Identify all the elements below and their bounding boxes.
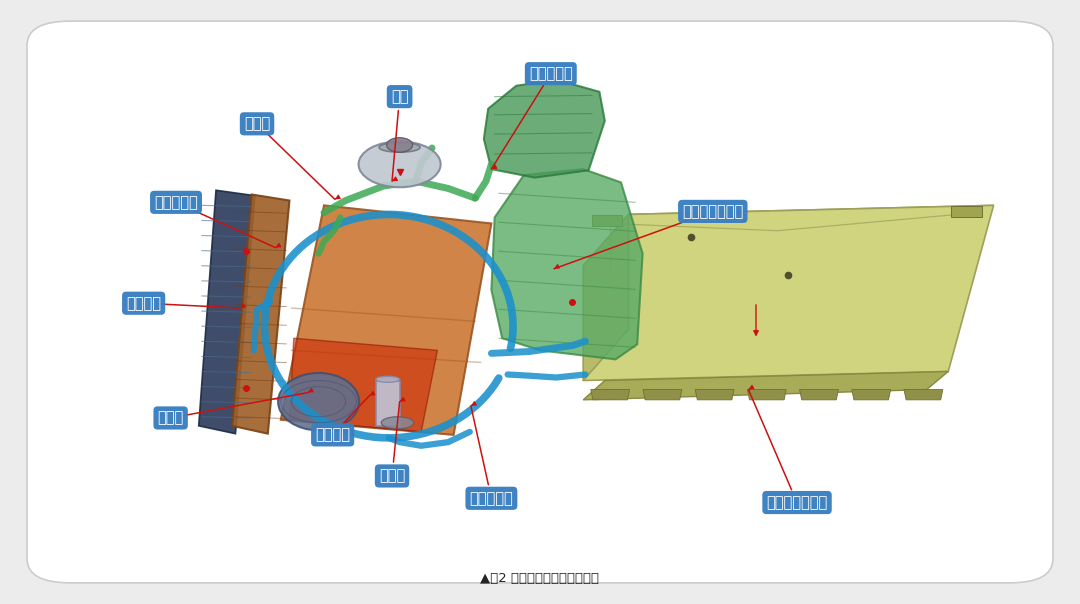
Text: 冷凝器和蒸发器: 冷凝器和蒸发器 [683,204,743,219]
Text: 消音器: 消音器 [379,469,405,483]
Polygon shape [799,390,838,400]
Polygon shape [491,169,643,359]
Polygon shape [643,390,681,400]
Polygon shape [281,205,491,435]
Polygon shape [904,390,943,400]
Text: 电池系统直冷板: 电池系统直冷板 [767,495,827,510]
Text: 电子风扇: 电子风扇 [126,296,161,310]
Ellipse shape [379,143,420,152]
Text: 热管理集成: 热管理集成 [529,66,572,81]
Polygon shape [484,80,605,178]
Ellipse shape [278,373,359,430]
Polygon shape [583,205,994,381]
Bar [592,215,622,226]
Text: 电机散热器: 电机散热器 [154,195,198,210]
Polygon shape [852,390,891,400]
Text: 压缩机: 压缩机 [158,411,184,425]
Circle shape [387,138,413,152]
Ellipse shape [376,376,400,382]
Bar [951,206,982,217]
Polygon shape [696,390,734,400]
Ellipse shape [381,417,414,429]
Polygon shape [289,338,437,432]
Circle shape [359,141,441,187]
Polygon shape [583,371,948,400]
Polygon shape [583,205,994,266]
Polygon shape [199,190,255,434]
Text: 电驱动系统: 电驱动系统 [470,491,513,506]
Polygon shape [583,214,629,381]
Polygon shape [232,194,289,434]
Polygon shape [747,390,786,400]
Text: 水筱: 水筱 [391,89,408,104]
Text: ▲图2 整车热管理系统零部件图: ▲图2 整车热管理系统零部件图 [481,572,599,585]
Polygon shape [591,390,630,400]
Text: 气液分离: 气液分离 [315,428,350,442]
Text: 冷凝器: 冷凝器 [244,117,270,131]
Bar [376,381,400,426]
